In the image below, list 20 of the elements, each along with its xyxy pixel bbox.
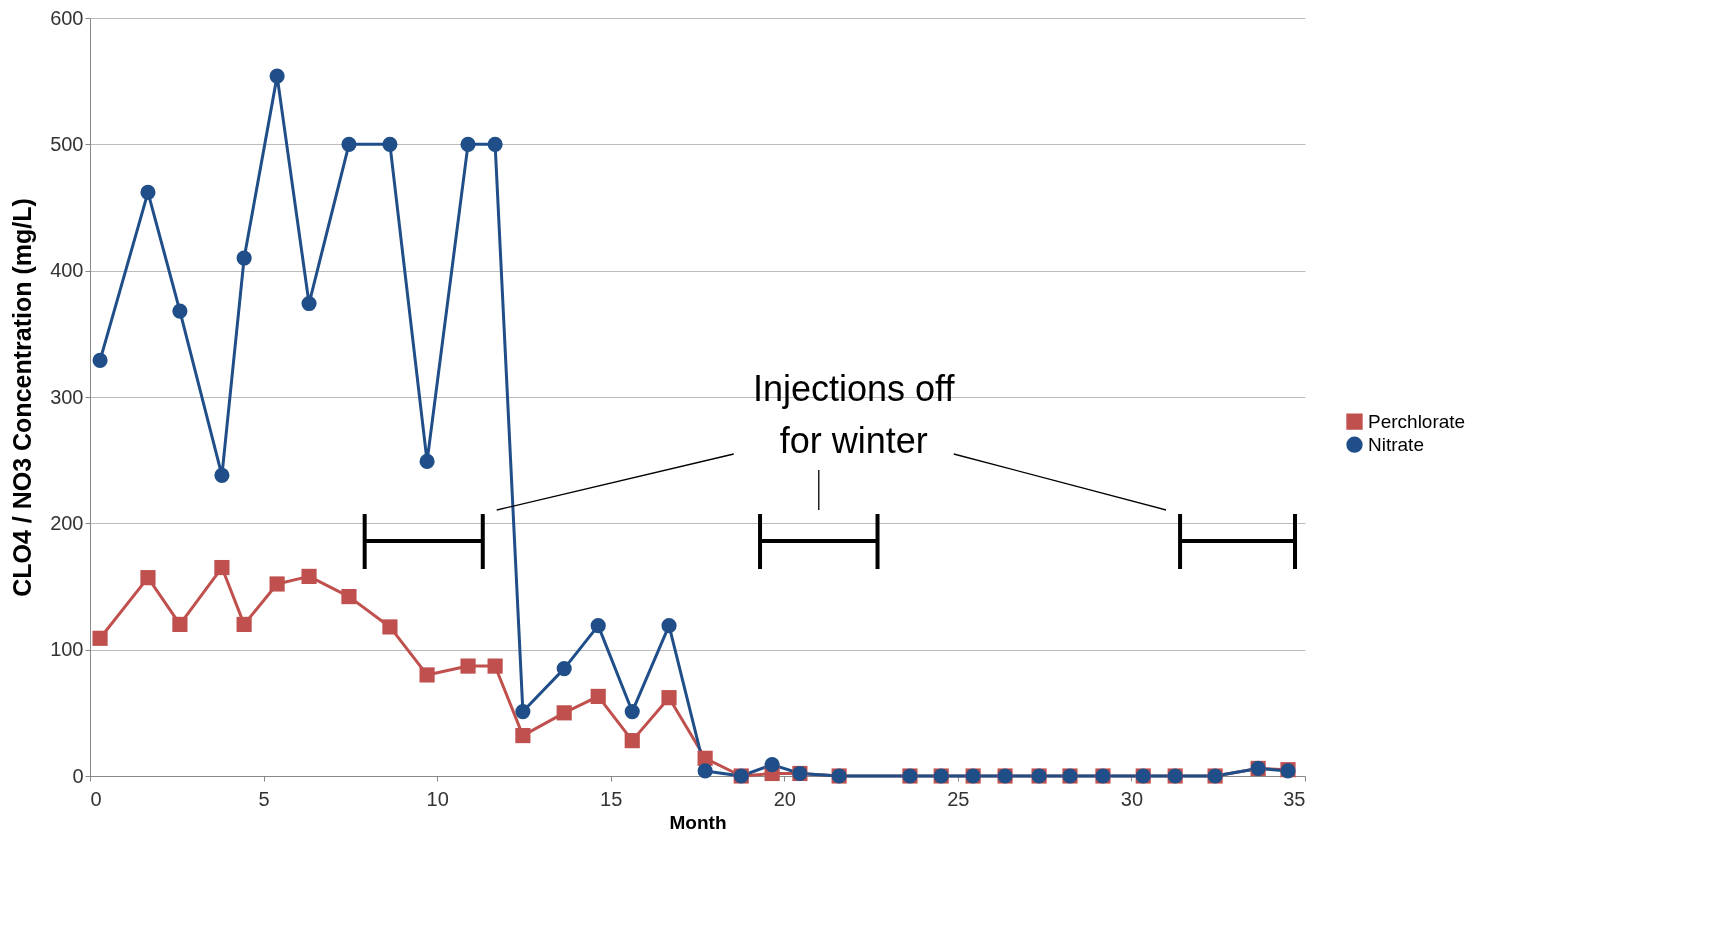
x-tick-label: 5: [258, 787, 270, 810]
x-tick-label: 25: [947, 787, 970, 810]
y-tick-label: 300: [50, 385, 84, 408]
annotation: Injections off for winter: [753, 368, 956, 461]
y-tick-label: 0: [72, 764, 84, 787]
x-tick-label: 10: [426, 787, 449, 810]
y-axis-title: CLO4 / NO3 Concentration (mg/L): [8, 198, 37, 597]
x-tick-label: 0: [90, 787, 102, 810]
y-tick-label: 600: [50, 6, 84, 29]
legend-label: Perchlorate: [1368, 410, 1466, 432]
legend-label: Nitrate: [1368, 433, 1424, 455]
y-tick-label: 500: [50, 132, 84, 155]
y-tick-label: 100: [50, 638, 84, 661]
x-tick-label: 20: [773, 787, 796, 810]
x-tick-label: 30: [1120, 787, 1144, 810]
x-tick-label: 35: [1283, 787, 1306, 810]
x-axis-title: Month: [669, 811, 727, 833]
y-tick-label: 400: [50, 259, 84, 282]
y-tick-label: 200: [50, 511, 84, 534]
x-tick-label: 15: [600, 787, 623, 810]
